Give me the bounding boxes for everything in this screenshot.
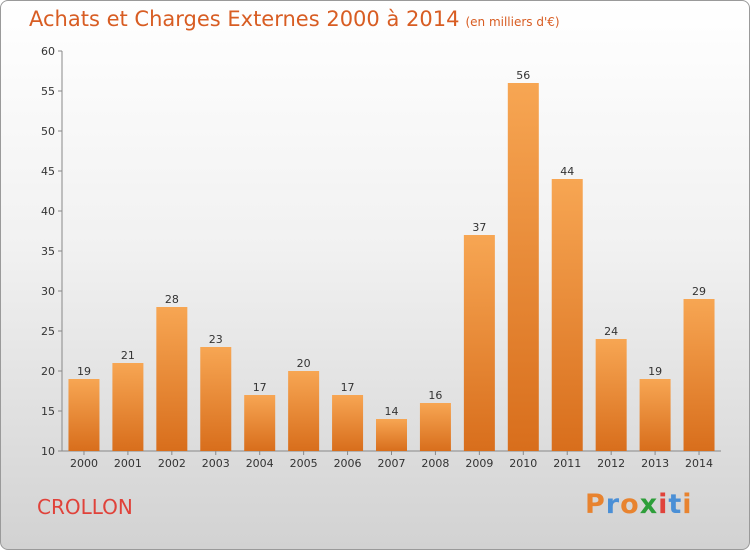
logo-letter: i: [658, 489, 669, 520]
bar: [244, 395, 276, 451]
y-tick-label: 60: [41, 45, 55, 58]
chart-title: Achats et Charges Externes 2000 à 2014 (e…: [29, 7, 560, 31]
bar: [112, 363, 144, 451]
title-text: Achats et Charges Externes 2000 à 2014: [29, 7, 460, 31]
y-tick-label: 30: [41, 285, 55, 298]
logo-letter: o: [620, 489, 640, 520]
chart-axes: 10 15 20 25 30 35 40 45 50 55 60 2000 2001 2002 2003 20…: [41, 45, 721, 470]
data-label: 14: [385, 405, 399, 418]
y-tick-label: 10: [41, 445, 55, 458]
logo-letter: P: [585, 489, 606, 520]
x-tick-label: 2014: [685, 457, 713, 470]
x-tick-label: 2013: [641, 457, 669, 470]
x-tick-label: 2010: [509, 457, 537, 470]
y-tick-label: 15: [41, 405, 55, 418]
y-tick-label: 45: [41, 165, 55, 178]
data-label: 21: [121, 349, 135, 362]
bar: [288, 371, 320, 451]
bar: [68, 379, 100, 451]
x-tick-label: 2000: [70, 457, 98, 470]
bar: [683, 299, 715, 451]
commune-name: CROLLON: [37, 495, 133, 519]
x-tick-label: 2004: [246, 457, 274, 470]
x-tick-label: 2002: [158, 457, 186, 470]
bar: [376, 419, 407, 451]
bar: [419, 403, 451, 451]
data-label: 24: [604, 325, 618, 338]
bar: [463, 235, 495, 451]
chart-bars: 19 21 28 23 17 20 17 14 16 37 56 44 24 19 29: [68, 69, 715, 451]
x-tick-label: 2006: [334, 457, 362, 470]
logo-letter: t: [668, 489, 683, 520]
data-label: 17: [341, 381, 355, 394]
y-tick-label: 25: [41, 325, 55, 338]
data-label: 28: [165, 293, 179, 306]
data-label: 44: [560, 165, 574, 178]
x-tick-label: 2003: [202, 457, 230, 470]
data-label: 19: [77, 365, 91, 378]
x-tick-label: 2009: [465, 457, 493, 470]
y-tick-label: 55: [41, 85, 55, 98]
title-unit: (en milliers d'€): [465, 15, 560, 29]
x-tick-label: 2005: [290, 457, 318, 470]
bar: [639, 379, 671, 451]
x-tick-label: 2011: [553, 457, 581, 470]
data-label: 56: [516, 69, 530, 82]
logo-letter: i: [682, 489, 693, 520]
data-label: 37: [472, 221, 486, 234]
bar: [332, 395, 364, 451]
logo-letter: x: [639, 489, 659, 520]
bar: [507, 83, 539, 451]
bar: [551, 179, 583, 451]
y-tick-label: 40: [41, 205, 55, 218]
bar: [595, 339, 627, 451]
data-label: 20: [297, 357, 311, 370]
y-tick-label: 20: [41, 365, 55, 378]
data-label: 16: [428, 389, 442, 402]
data-label: 17: [253, 381, 267, 394]
data-label: 23: [209, 333, 223, 346]
x-tick-label: 2012: [597, 457, 625, 470]
data-label: 19: [648, 365, 662, 378]
data-label: 29: [692, 285, 706, 298]
y-tick-label: 50: [41, 125, 55, 138]
x-tick-label: 2007: [378, 457, 406, 470]
bar: [200, 347, 232, 451]
x-tick-label: 2008: [421, 457, 449, 470]
logo-letter: r: [605, 489, 621, 520]
proxiti-logo[interactable]: Proxiti: [585, 489, 693, 520]
y-tick-label: 35: [41, 245, 55, 258]
x-tick-label: 2001: [114, 457, 142, 470]
bar: [156, 307, 188, 451]
